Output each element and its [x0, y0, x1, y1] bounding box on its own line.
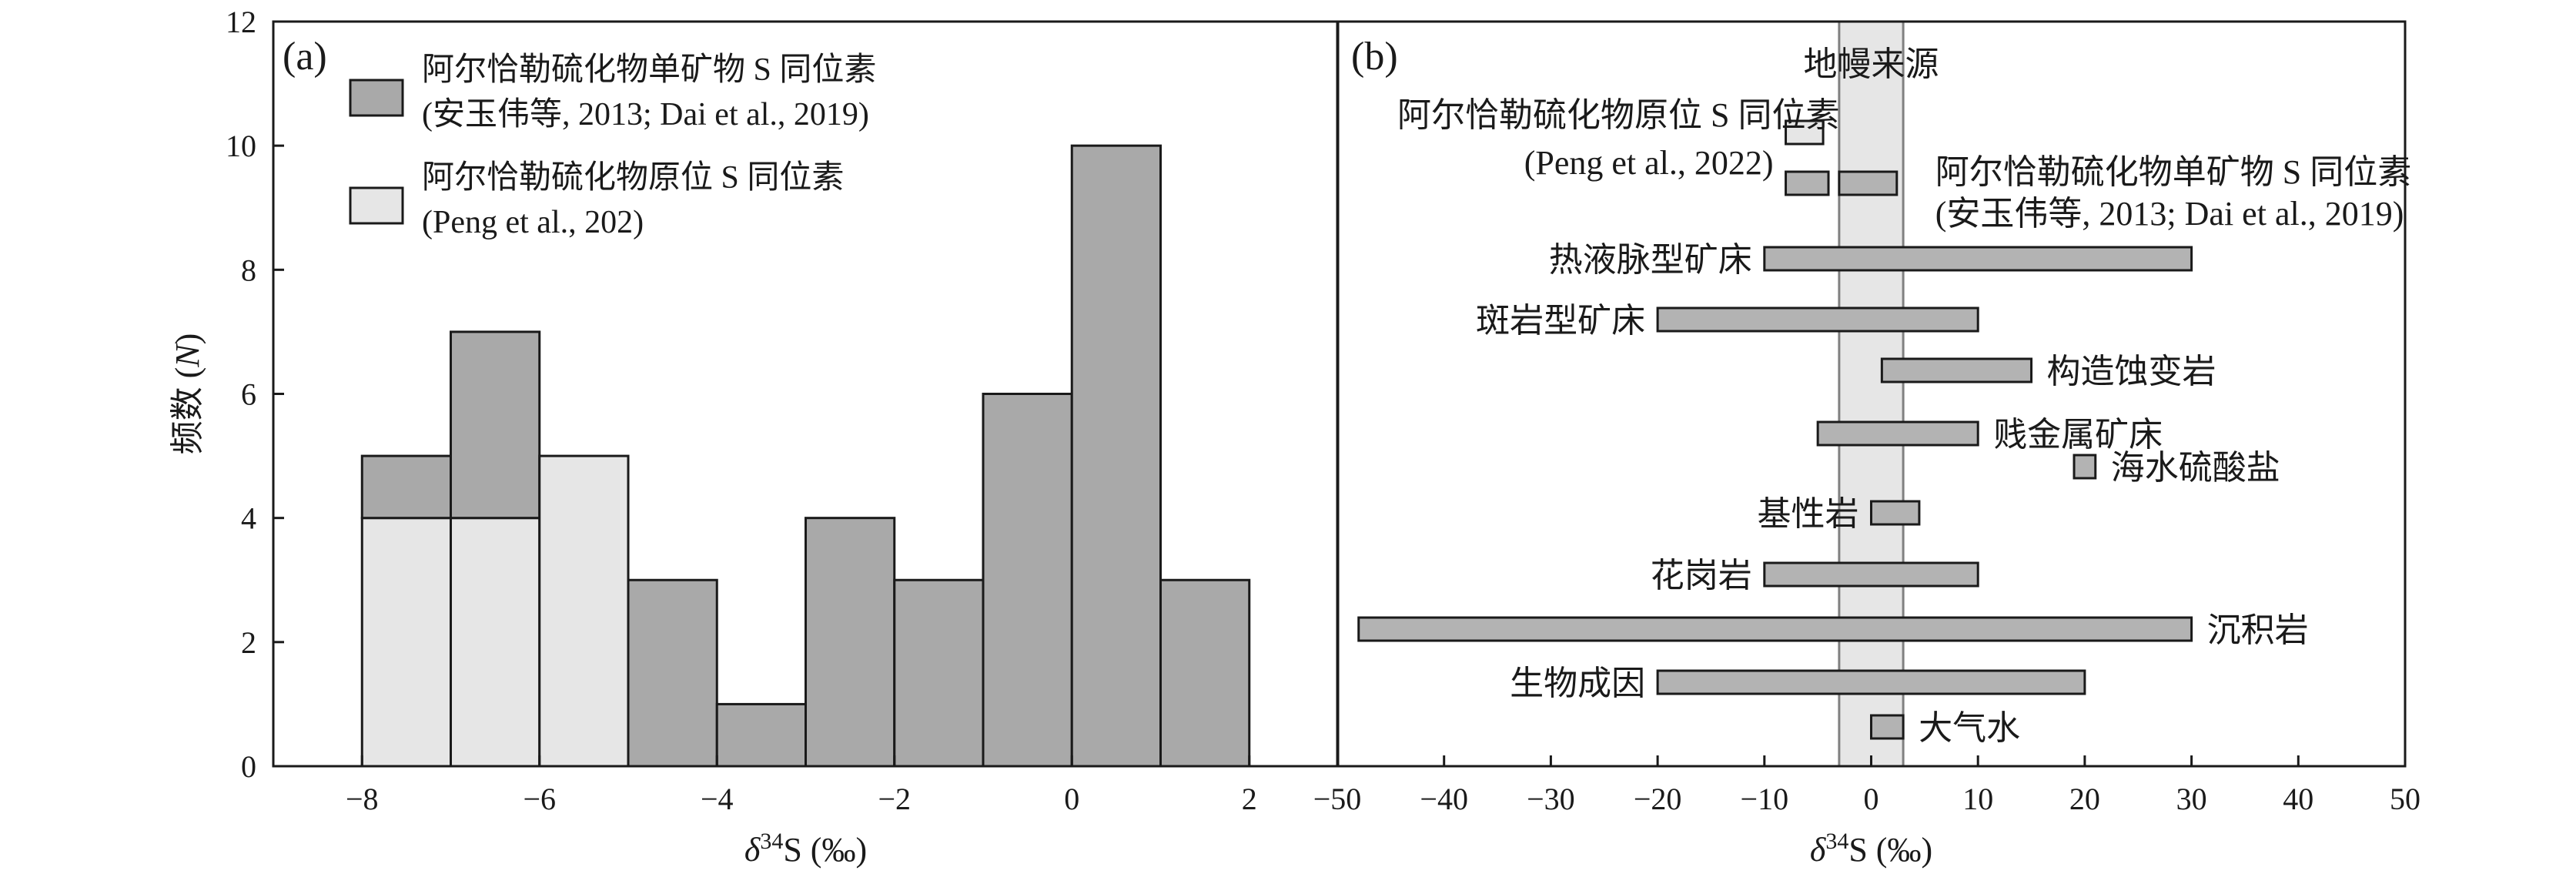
range-label: 构造蚀变岩 [2047, 353, 2216, 390]
x-title-delta: δ [744, 831, 761, 869]
legend-label: 阿尔恰勒硫化物单矿物 S 同位素 [422, 52, 876, 88]
x-tick-label: −4 [701, 782, 734, 816]
panel-a-x-axis-title: δ34S (‰) [744, 829, 867, 869]
y-tick-label: 8 [241, 253, 256, 287]
range-label: 沉积岩 [2207, 611, 2309, 649]
legend-label: 阿尔恰勒硫化物原位 S 同位素 [422, 159, 844, 196]
range-bar [1816, 420, 1979, 447]
panel-a-histogram: −8 −6 −4 −2 0 2 0 2 4 6 8 10 12 (a) 阿尔恰勒硫化物单矿物 S 同位素… [169, 5, 1340, 869]
isotope-ranges: 阿尔恰勒硫化物原位 S 同位素 (Peng et al., 2022) 阿尔恰勒硫化… [1357, 96, 2411, 747]
x-tick-label: −10 [1741, 782, 1789, 816]
x-title-delta: δ [1810, 831, 1827, 869]
range-bar [1870, 714, 1905, 740]
x-tick-label: 0 [1864, 782, 1879, 816]
histogram-bar [805, 517, 896, 768]
range-bar [2073, 454, 2097, 480]
panel-b-axes-ticks: −50 −40 −30 −20 −10 0 10 20 30 40 50 [1313, 755, 2420, 816]
range-bar [1880, 357, 2033, 383]
range-label: 贱金属矿床 [1993, 416, 2163, 454]
histogram-bar [360, 517, 452, 768]
mantle-source-label: 地幔来源 [1804, 45, 1939, 83]
legend-swatch [349, 79, 404, 117]
histogram-bar [1070, 144, 1162, 768]
x-tick-label: 2 [1242, 782, 1257, 816]
range-label: 生物成因 [1510, 665, 1645, 702]
range-bar [1763, 246, 2193, 272]
range-label: 大气水 [1919, 709, 2020, 747]
range-label: (安玉伟等, 2013; Dai et al., 2019) [1935, 195, 2404, 233]
panel-a-legend: 阿尔恰勒硫化物单矿物 S 同位素 (安玉伟等, 2013; Dai et al.,… [349, 52, 876, 240]
histogram-bar [1159, 578, 1251, 768]
y-title-main: 频数 ( [169, 367, 206, 455]
x-tick-label: 40 [2283, 782, 2313, 816]
range-bar [1357, 616, 2193, 642]
y-tick-label: 10 [226, 129, 256, 163]
y-tick-label: 12 [226, 5, 256, 39]
range-label: 阿尔恰勒硫化物单矿物 S 同位素 [1935, 153, 2411, 191]
range-label: 阿尔恰勒硫化物原位 S 同位素 [1397, 96, 1839, 134]
legend-label: (Peng et al., 202) [422, 205, 644, 240]
y-title-close: ) [169, 333, 206, 345]
y-tick-label: 2 [241, 625, 256, 660]
x-title-superscript: 34 [760, 829, 783, 854]
range-label: 花岗岩 [1651, 557, 1752, 594]
panel-b-label: (b) [1351, 35, 1398, 79]
range-bar [1870, 500, 1921, 526]
x-tick-label: −6 [523, 782, 556, 816]
x-tick-label: −8 [346, 782, 379, 816]
panel-b-x-axis-title: δ34S (‰) [1810, 829, 1932, 869]
range-bar [1656, 306, 1979, 333]
range-bar [1785, 170, 1830, 196]
range-label: (Peng et al., 2022) [1524, 144, 1774, 182]
range-bar [1785, 119, 1825, 146]
x-title-superscript: 34 [1825, 829, 1848, 854]
legend-label: (安玉伟等, 2013; Dai et al., 2019) [422, 97, 869, 132]
histogram-bars [360, 144, 1251, 768]
histogram-bar [893, 578, 985, 768]
histogram-bar [627, 578, 718, 768]
x-tick-label: −20 [1634, 782, 1682, 816]
x-title-suffix: S (‰) [1848, 831, 1932, 869]
range-bar [1838, 170, 1899, 196]
range-bar [1763, 561, 1979, 588]
histogram-bar [450, 330, 541, 520]
range-label: 热液脉型矿床 [1549, 241, 1752, 279]
histogram-bar [538, 454, 630, 768]
y-tick-label: 4 [241, 501, 256, 536]
mantle-source-band [1838, 22, 1904, 766]
range-label: 斑岩型矿床 [1476, 302, 1645, 340]
panel-b-range-chart: 地幔来源 阿尔恰勒硫化物原位 S 同位素(Peng et al., 2022) 阿… [1313, 20, 2420, 869]
x-tick-label: −40 [1420, 782, 1468, 816]
range-label: 基性岩 [1758, 495, 1859, 533]
y-tick-label: 0 [241, 749, 256, 784]
y-tick-label: 6 [241, 377, 256, 412]
x-tick-label: 0 [1064, 782, 1079, 816]
x-tick-label: 10 [1962, 782, 1993, 816]
range-bar [1656, 669, 2086, 695]
panel-a-axes-ticks: −8 −6 −4 −2 0 2 0 2 4 6 8 10 12 [226, 5, 1257, 816]
panel-a-label: (a) [283, 35, 327, 79]
x-tick-label: 20 [2069, 782, 2100, 816]
panel-a-y-axis-title: 频数 (N) [169, 333, 206, 455]
x-tick-label: −30 [1527, 782, 1575, 816]
histogram-bar [360, 454, 452, 520]
x-tick-label: 50 [2390, 782, 2420, 816]
range-label: 海水硫酸盐 [2111, 449, 2280, 487]
x-tick-label: −50 [1313, 782, 1362, 816]
y-title-variable: N [169, 343, 206, 368]
x-tick-label: −2 [878, 782, 911, 816]
histogram-bar [982, 393, 1073, 768]
panel-b-frame [1336, 20, 2407, 768]
legend-swatch [349, 186, 404, 225]
x-title-suffix: S (‰) [783, 831, 867, 869]
histogram-bar [715, 702, 807, 768]
x-tick-label: 30 [2176, 782, 2207, 816]
histogram-bar [450, 517, 541, 768]
